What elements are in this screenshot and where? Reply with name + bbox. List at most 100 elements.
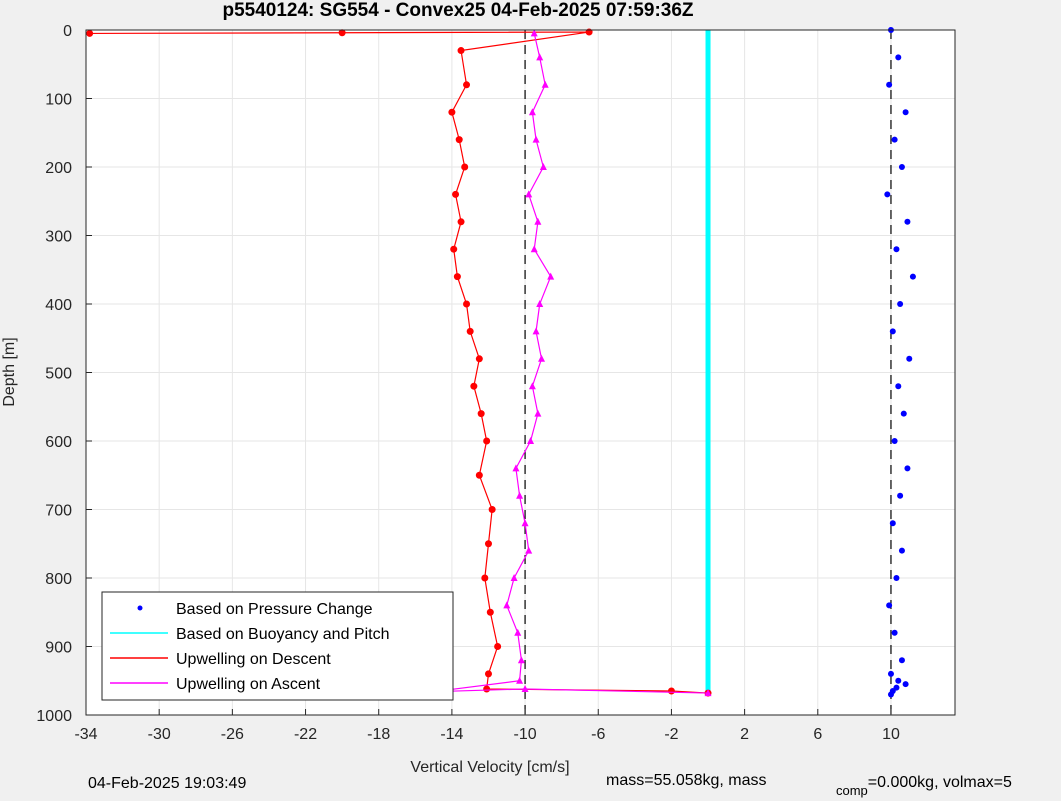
pressure-point <box>891 629 898 636</box>
ascent-point <box>532 327 540 335</box>
pressure-point <box>895 383 902 390</box>
pressure-point <box>891 438 898 444</box>
pressure-point <box>900 410 907 417</box>
ascent-point <box>521 519 529 527</box>
ascent-point <box>525 190 533 198</box>
x-tick-label: -22 <box>294 726 317 743</box>
ascent-point <box>530 245 538 253</box>
pressure-point <box>904 218 911 225</box>
legend-label: Upwelling on Ascent <box>176 676 321 693</box>
ascent-point <box>704 689 712 697</box>
legend-label: Based on Buoyancy and Pitch <box>176 626 389 643</box>
axis-ticks: -34 -30 -26 -22 -18 -14 -10 -6 -2 2 6 1001002003004… <box>36 23 900 743</box>
y-tick-label: 0 <box>63 23 72 40</box>
ascent-point <box>530 29 538 37</box>
y-tick-label: 700 <box>45 503 72 520</box>
ascent-point <box>534 217 542 225</box>
ascent-point <box>503 601 511 609</box>
comp-subscript: comp <box>836 783 868 798</box>
legend-marker <box>137 605 143 611</box>
descent-point <box>667 687 675 695</box>
x-tick-label: -2 <box>664 726 678 743</box>
x-tick-label: -34 <box>74 726 97 743</box>
pressure-point <box>902 681 909 688</box>
chart-marks <box>86 27 916 715</box>
y-tick-label: 900 <box>45 640 72 657</box>
y-tick-label: 1000 <box>36 708 72 725</box>
descent-point <box>483 685 491 693</box>
x-tick-label: -26 <box>221 726 244 743</box>
descent-point <box>475 355 483 363</box>
pressure-point <box>889 520 896 527</box>
ascent-point <box>538 354 546 362</box>
ascent-point <box>510 574 518 581</box>
descent-point <box>477 410 485 418</box>
pressure-point <box>891 136 898 143</box>
chart-title: p5540124: SG554 - Convex25 04-Feb-2025 0… <box>222 0 693 21</box>
y-tick-label: 300 <box>45 229 72 246</box>
pressure-point <box>898 547 905 554</box>
pressure-point <box>889 328 896 335</box>
footer-comp: comp=0.000kg, volmax=5 <box>836 774 1012 798</box>
pressure-point <box>898 657 905 664</box>
ascent-point <box>539 163 547 170</box>
ascent-point <box>536 53 544 61</box>
ascent-point <box>517 656 525 664</box>
legend-box <box>101 591 454 701</box>
descent-point <box>457 218 465 226</box>
descent-point <box>488 506 496 513</box>
descent-point <box>484 540 492 548</box>
pressure-point <box>897 492 904 499</box>
descent-point <box>494 643 502 650</box>
legend-label: Based on Pressure Change <box>176 601 373 618</box>
y-axis-label: Depth [m] <box>1 337 18 406</box>
y-tick-label: 200 <box>45 160 72 177</box>
descent-point <box>466 327 474 335</box>
descent-point <box>450 245 458 253</box>
chart-legend: Based on Pressure Change Based on Buoyanc… <box>101 591 454 701</box>
series-descent-line <box>89 31 709 694</box>
pressure-point <box>906 355 913 362</box>
ascent-point <box>516 491 524 499</box>
grid-lines <box>85 29 955 716</box>
pressure-point <box>904 465 911 472</box>
x-tick-label: -30 <box>148 726 171 743</box>
descent-point <box>455 136 463 144</box>
ascent-point <box>536 300 544 307</box>
pressure-point <box>884 191 891 198</box>
ascent-point <box>541 80 549 88</box>
pressure-point <box>886 602 893 609</box>
descent-point <box>486 608 494 616</box>
series-ascent-line <box>433 33 709 694</box>
pressure-point <box>893 575 900 581</box>
descent-point <box>448 108 456 116</box>
descent-point <box>338 29 346 37</box>
footer-mass: mass=55.058kg, mass <box>606 772 767 790</box>
pressure-point <box>895 54 902 61</box>
descent-point <box>470 382 478 390</box>
x-tick-label: -18 <box>367 726 390 743</box>
ascent-point <box>528 108 536 116</box>
descent-point <box>453 273 461 281</box>
y-tick-label: 500 <box>45 366 72 383</box>
x-tick-label: 10 <box>882 726 900 743</box>
descent-point <box>86 29 94 37</box>
ascent-point <box>534 409 542 417</box>
ascent-point <box>528 382 536 390</box>
pressure-point <box>886 81 893 88</box>
pressure-point <box>898 164 905 170</box>
x-tick-label: -6 <box>591 726 605 743</box>
pressure-point <box>893 246 900 253</box>
ascent-point <box>512 464 520 472</box>
descent-point <box>483 437 491 445</box>
y-tick-label: 600 <box>45 434 72 451</box>
pressure-point <box>895 677 902 684</box>
ascent-point <box>521 684 529 692</box>
footer-timestamp: 04-Feb-2025 19:03:49 <box>88 775 247 792</box>
descent-point <box>475 471 483 479</box>
pressure-point <box>897 301 904 307</box>
ascent-point <box>547 272 555 280</box>
pressure-point <box>887 670 894 677</box>
mass-text: mass=55.058kg, mass <box>606 772 767 789</box>
descent-point <box>461 163 469 171</box>
